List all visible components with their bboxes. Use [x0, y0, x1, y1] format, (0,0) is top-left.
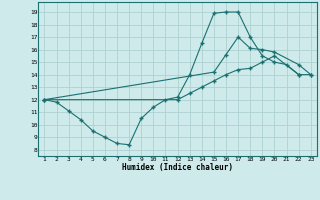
X-axis label: Humidex (Indice chaleur): Humidex (Indice chaleur): [122, 163, 233, 172]
